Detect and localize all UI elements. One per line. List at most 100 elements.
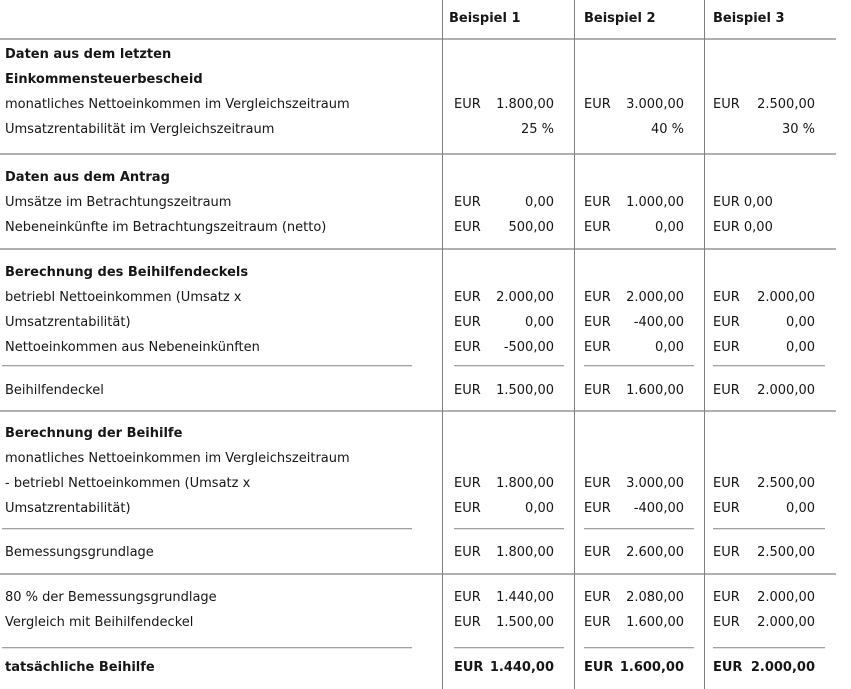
- column-divider-2: [574, 0, 575, 689]
- amount-cell: EUR 1.000,00: [584, 190, 684, 215]
- amount-value: 0,00: [655, 340, 684, 355]
- sum-rule: [454, 647, 564, 649]
- value-column-beispiel-1: EUR 1.440,00 EUR 1.500,00 EUR 1.440,00: [442, 585, 574, 689]
- section-divider: [0, 248, 836, 250]
- value-column-beispiel-1: EUR 0,00 EUR 500,00: [442, 165, 574, 248]
- currency-label: EUR: [454, 383, 481, 398]
- amount-value: 1.500,00: [496, 383, 554, 398]
- currency-label: EUR: [454, 340, 481, 355]
- sum-rule: [713, 528, 825, 530]
- amount-value: 0,00: [525, 501, 554, 516]
- amount-cell: EUR 0,00: [713, 310, 815, 335]
- section-ergebnis: 80 % der Bemessungsgrundlage Vergleich m…: [0, 575, 851, 689]
- amount-value: 0,00: [786, 501, 815, 516]
- header-empty-cell: [0, 6, 442, 38]
- currency-label: EUR: [713, 545, 740, 560]
- value-column-beispiel-2: EUR 2.000,00 EUR -400,00 EUR 0,00 EUR 1.600,…: [574, 260, 704, 410]
- currency-label: EUR: [454, 545, 481, 560]
- currency-label: EUR: [454, 660, 484, 675]
- amount-value: 1.600,00: [626, 615, 684, 630]
- section-heading: Berechnung der Beihilfe: [5, 426, 183, 441]
- amount-cell: EUR 0,00: [454, 310, 554, 335]
- row-label: betriebl Nettoeinkommen (Umsatz x: [5, 290, 242, 305]
- currency-label: EUR: [584, 660, 614, 675]
- amount-value: 2.500,00: [757, 476, 815, 491]
- amount-cell: EUR 0,00: [454, 496, 554, 521]
- currency-label: EUR: [713, 290, 740, 305]
- total-amount-cell: EUR 2.000,00: [713, 378, 815, 403]
- currency-label: EUR: [584, 340, 611, 355]
- amount-cell: EUR 2.080,00: [584, 585, 684, 610]
- currency-label: EUR: [584, 195, 611, 210]
- value-column-beispiel-3: EUR 2.000,00 EUR 0,00 EUR 0,00 EUR 2.000,00: [704, 260, 851, 410]
- currency-label: EUR: [454, 501, 481, 516]
- currency-label: EUR: [584, 590, 611, 605]
- section-divider: [0, 153, 836, 155]
- amount-value: 0,00: [525, 315, 554, 330]
- amount-cell: EUR 500,00: [454, 215, 554, 240]
- amount-cell: EUR -400,00: [584, 310, 684, 335]
- total-amount-cell: EUR 1.800,00: [454, 540, 554, 565]
- currency-label: EUR: [584, 545, 611, 560]
- currency-label: EUR: [584, 290, 611, 305]
- header-beispiel-1: Beispiel 1: [449, 11, 521, 26]
- sum-rule: [713, 647, 825, 649]
- amount-value: 1.600,00: [626, 383, 684, 398]
- amount-cell: EUR 1.500,00: [454, 610, 554, 635]
- currency-label: EUR: [454, 615, 481, 630]
- section-heading: Daten aus dem letzten: [5, 47, 172, 62]
- row-label: Umsatzrentabilität im Vergleichszeitraum: [5, 122, 275, 137]
- label-column: Berechnung der Beihilfe monatliches Nett…: [0, 421, 442, 573]
- amount-value: 2.000,00: [757, 590, 815, 605]
- amount-value: 2.500,00: [757, 545, 815, 560]
- currency-label: EUR: [713, 476, 740, 491]
- value-column-beispiel-2: EUR 3.000,00 EUR -400,00 EUR 2.600,00: [574, 421, 704, 573]
- currency-label: EUR: [584, 615, 611, 630]
- currency-label: EUR: [584, 476, 611, 491]
- amount-cell: EUR 2.000,00: [454, 285, 554, 310]
- section-heading: Berechnung des Beihilfendeckels: [5, 265, 249, 280]
- sum-rule: [454, 365, 564, 367]
- currency-label: EUR: [584, 501, 611, 516]
- row-label: monatliches Nettoeinkommen im Vergleichs…: [5, 451, 350, 466]
- value-column-beispiel-3: EUR 0,00 EUR 0,00: [704, 165, 851, 248]
- currency-label: EUR: [454, 195, 481, 210]
- amount-value: 1.800,00: [496, 545, 554, 560]
- amount-cell: EUR 0,00: [584, 215, 684, 240]
- value-column-beispiel-3: EUR 2.500,00 30 %: [704, 42, 851, 153]
- amount-cell: EUR 2.000,00: [713, 285, 815, 310]
- amount-value: 1.440,00: [496, 590, 554, 605]
- amount-value: 0,00: [786, 315, 815, 330]
- sum-rule: [2, 647, 412, 649]
- section-heading: Daten aus dem Antrag: [5, 170, 170, 185]
- currency-label: EUR: [713, 501, 740, 516]
- amount-value: 1.800,00: [496, 476, 554, 491]
- total-amount-cell: EUR 2.600,00: [584, 540, 684, 565]
- currency-label: EUR: [713, 315, 740, 330]
- amount-cell: EUR 3.000,00: [584, 92, 684, 117]
- total-amount-cell: EUR 1.440,00: [454, 655, 554, 680]
- value-column-beispiel-1: EUR 2.000,00 EUR 0,00 EUR -500,00 EUR 1.500,…: [442, 260, 574, 410]
- amount-cell: EUR 1.800,00: [454, 92, 554, 117]
- row-label: Vergleich mit Beihilfendeckel: [5, 615, 194, 630]
- amount-cell: EUR 3.000,00: [584, 471, 684, 496]
- section-divider: [0, 573, 836, 575]
- currency-label: EUR: [713, 660, 743, 675]
- total-label: Bemessungsgrundlage: [5, 545, 154, 560]
- amount-value: 3.000,00: [626, 97, 684, 112]
- currency-label: EUR: [584, 383, 611, 398]
- amount-cell: EUR -500,00: [454, 335, 554, 360]
- amount-value: 0,00: [786, 340, 815, 355]
- currency-label: EUR: [713, 383, 740, 398]
- currency-label: EUR: [584, 97, 611, 112]
- amount-value: -400,00: [633, 315, 684, 330]
- amount-cell: EUR 0,00: [584, 335, 684, 360]
- total-amount-cell: EUR 1.600,00: [584, 378, 684, 403]
- amount-value: 2.000,00: [757, 383, 815, 398]
- row-label: Nebeneinkünfte im Betrachtungszeitraum (…: [5, 220, 327, 235]
- currency-label: EUR: [454, 315, 481, 330]
- sum-rule: [454, 528, 564, 530]
- label-column: Berechnung des Beihilfendeckels betriebl…: [0, 260, 442, 410]
- sum-rule: [2, 528, 412, 530]
- total-amount-cell: EUR 2.500,00: [713, 540, 815, 565]
